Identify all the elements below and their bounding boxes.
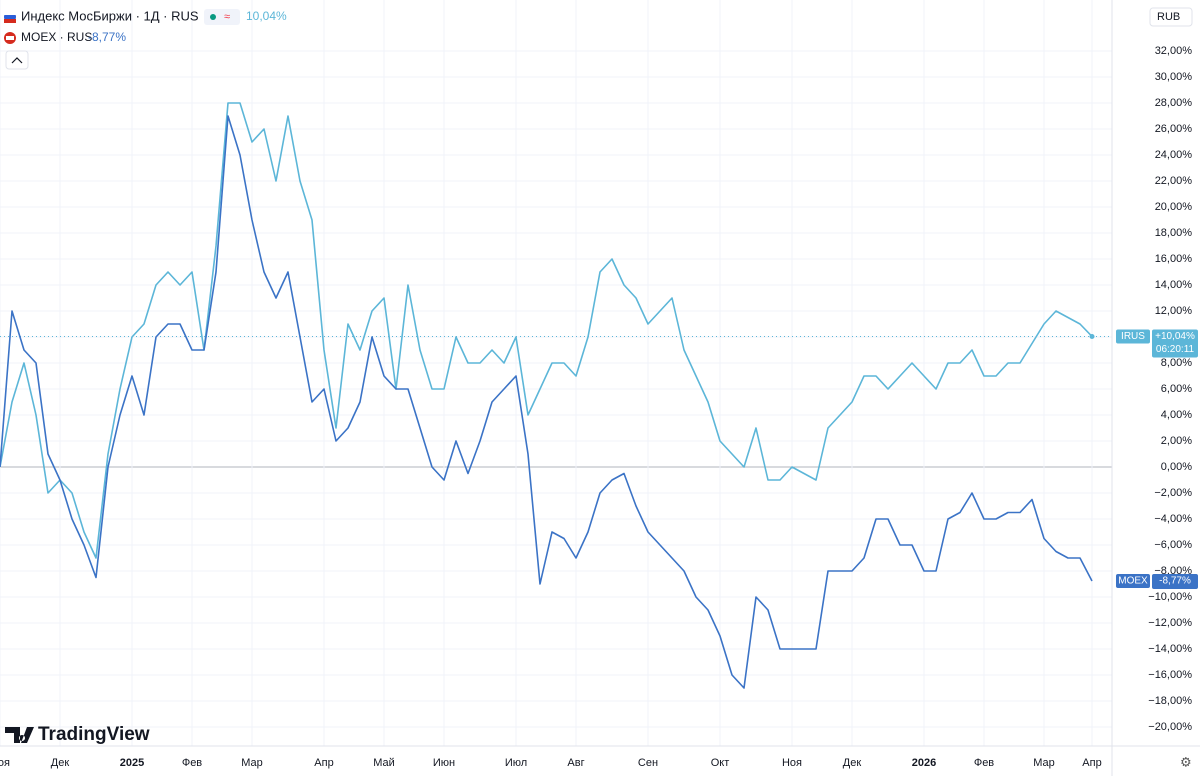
x-tick-label: Апр [1082, 757, 1101, 769]
settings-icon[interactable]: ⚙ [1180, 754, 1192, 769]
x-tick-label: Ноя [0, 757, 10, 769]
x-tick-label: Мар [241, 757, 263, 769]
y-tick-label: 32,00% [1155, 45, 1193, 57]
x-tick-label: Фев [974, 757, 994, 769]
x-tick-label: Дек [843, 757, 862, 769]
y-tick-label: 2,00% [1161, 435, 1192, 447]
x-axis: Ноя Дек 2025 Фев Мар Апр Май Июн Июл Авг Сен Окт Ноя… [0, 757, 1102, 769]
y-tick-label: −20,00% [1148, 721, 1192, 733]
x-tick-label: Апр [314, 757, 333, 769]
y-tick-label: 30,00% [1155, 71, 1193, 83]
symbol-tag [1116, 574, 1150, 589]
y-tick-label: 24,00% [1155, 149, 1193, 161]
y-tick-label: −6,00% [1154, 539, 1192, 551]
symbol-icon [6, 36, 14, 40]
collapse-button[interactable] [5, 50, 29, 70]
y-tick-label: 14,00% [1155, 279, 1193, 291]
header-change: -8,77% [88, 30, 126, 44]
x-tick-label: 2025 [120, 757, 144, 769]
y-tick-label: 0,00% [1161, 461, 1192, 473]
y-tick-label: 20,00% [1155, 201, 1193, 213]
brand: TradingView [38, 724, 150, 745]
x-tick-label: Май [373, 757, 395, 769]
y-tick-label: 26,00% [1155, 123, 1193, 135]
series-title: Индекс МосБиржи · 1Д · RUS [21, 8, 199, 23]
logo-icon [5, 727, 34, 743]
price-tag [1152, 329, 1198, 358]
y-tick-label: −8,00% [1154, 565, 1192, 577]
y-tick-label: 8,00% [1161, 357, 1192, 369]
y-tick-label: −18,00% [1148, 695, 1192, 707]
status-badge [204, 9, 240, 25]
y-tick-label: 4,00% [1161, 409, 1192, 421]
countdown: 06:20:11 [1156, 344, 1195, 355]
symbol-tag-label: IRUS [1121, 331, 1145, 342]
last-point [1089, 333, 1095, 339]
symbol-tag [1116, 329, 1150, 344]
x-tick-label: 2026 [912, 757, 936, 769]
x-tick-label: Сен [638, 757, 658, 769]
x-tick-label: Мар [1033, 757, 1055, 769]
x-tick-label: Авг [567, 757, 584, 769]
currency-label: RUB [1157, 11, 1180, 23]
series-line [0, 102, 1093, 559]
y-tick-label: −16,00% [1148, 669, 1192, 681]
price-tag-label: -8,77% [1159, 576, 1191, 587]
y-tick-label: 22,00% [1155, 175, 1193, 187]
y-tick-label: −4,00% [1154, 513, 1192, 525]
flag-icon [4, 19, 16, 23]
x-tick-label: Ноя [782, 757, 802, 769]
y-tick-label: −14,00% [1148, 643, 1192, 655]
y-tick-label: 28,00% [1155, 97, 1193, 109]
price-tags: IRUS +10,04% 06:20:11 MOEX -8,77% [1116, 329, 1198, 590]
currency-button[interactable] [1149, 7, 1193, 27]
header-change: 10,04% [246, 9, 287, 23]
y-tick-label: 16,00% [1155, 253, 1193, 265]
x-tick-label: Июн [433, 757, 455, 769]
status-dot [210, 14, 216, 20]
y-tick-label: 6,00% [1161, 383, 1192, 395]
x-tick-label: Фев [182, 757, 202, 769]
x-tick-label: Июл [505, 757, 527, 769]
y-tick-label: −2,00% [1154, 487, 1192, 499]
symbol-tag-label: MOEX [1118, 576, 1148, 587]
status-icon: ≈ [224, 11, 230, 23]
x-tick-label: Окт [711, 757, 730, 769]
y-tick-label: 12,00% [1155, 305, 1193, 317]
y-tick-label: −12,00% [1148, 617, 1192, 629]
lines [0, 102, 1112, 689]
price-tag-label: +10,04% [1155, 331, 1195, 342]
series-line [0, 115, 1093, 689]
price-tag [1152, 574, 1198, 590]
y-tick-label: −10,00% [1148, 591, 1192, 603]
y-tick-label: 18,00% [1155, 227, 1193, 239]
chevron-icon [11, 57, 23, 64]
series-title: MOEX · RUS [21, 30, 92, 44]
flag-icon [4, 11, 16, 15]
x-tick-label: Дек [51, 757, 70, 769]
